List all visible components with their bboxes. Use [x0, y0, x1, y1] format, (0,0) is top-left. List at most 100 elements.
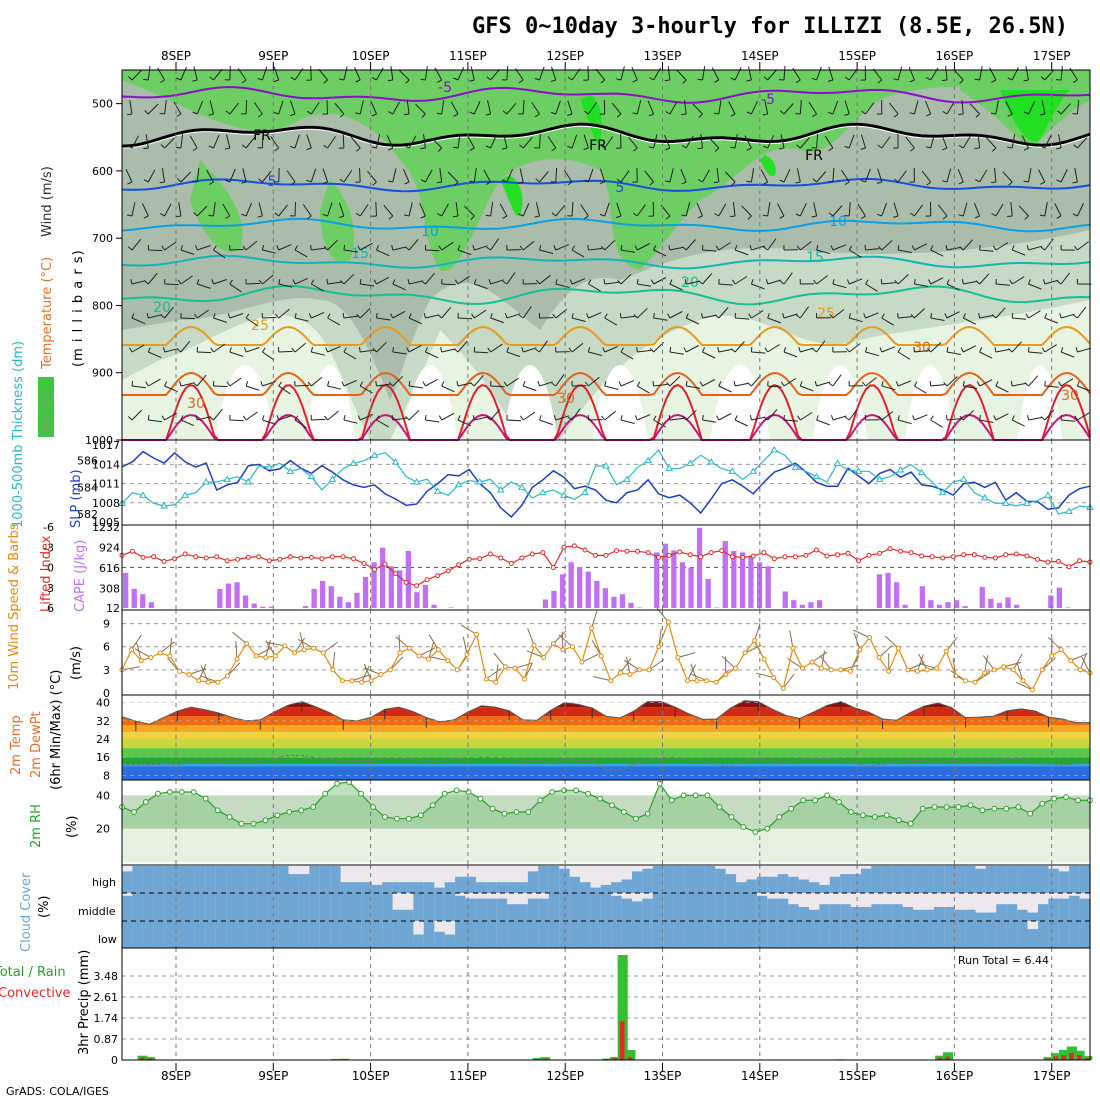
rh-marker: [262, 817, 269, 824]
wind-speed-marker: [665, 619, 671, 625]
cloud-cell-high: [475, 882, 487, 893]
upper-wind-barb: [164, 241, 177, 251]
temp-unit-label: (6hr Min/Max) (°C): [49, 670, 64, 790]
upper-wind-barb-flag: [734, 415, 738, 421]
upper-wind-barb-flag: [653, 313, 655, 319]
upper-wind-barb-flag: [327, 313, 331, 319]
upper-wind-barb-flag: [290, 145, 296, 149]
upper-wind-barb-flag: [567, 76, 573, 81]
upper-wind-barb: [897, 380, 912, 387]
upper-wind-barb-flag: [653, 245, 657, 251]
upper-wind-barb: [799, 306, 810, 319]
cape-bar: [705, 578, 711, 608]
upper-wind-barb-flag: [667, 313, 671, 319]
upper-wind-barb-flag: [453, 77, 459, 81]
cloud-cell-clear: [371, 866, 383, 893]
upper-wind-barb-flag: [1025, 313, 1029, 319]
cloud-cell-clear: [486, 866, 498, 893]
upper-wind-barb: [1011, 276, 1025, 285]
wind-speed-label: 10m Wind Speed & Barbs: [7, 523, 22, 690]
cloud-cell-middle: [1027, 912, 1039, 921]
upper-wind-barb-flag: [669, 279, 673, 285]
upper-wind-barb: [799, 99, 802, 115]
upper-wind-barb-flag: [747, 382, 752, 387]
upper-wind-barb-flag: [959, 246, 964, 251]
upper-wind-barb-flag: [748, 313, 752, 319]
wind-barb: [581, 653, 599, 663]
cloud-cell-high: [246, 866, 258, 893]
panel-border: [121, 439, 1091, 526]
cloud-cell-low: [382, 921, 394, 948]
upper-wind-barb: [1077, 347, 1092, 353]
upper-wind-barb-flag: [860, 147, 866, 150]
upper-wind-barb-flag: [356, 147, 361, 152]
upper-wind-barb: [744, 135, 752, 149]
upper-wind-barb: [946, 283, 960, 291]
date-label-bottom: 9SEP: [258, 1069, 288, 1083]
upper-wind-barb-flag: [294, 312, 297, 319]
upper-wind-barb-flag: [715, 245, 720, 251]
lifted-index-marker: [761, 550, 767, 556]
cloud-cell-middle: [174, 893, 185, 921]
upper-wind-barb-flag: [665, 215, 671, 220]
date-label-bottom: 10SEP: [352, 1069, 390, 1083]
upper-wind-barb: [963, 385, 978, 389]
rh-marker: [549, 789, 556, 795]
cape-bar: [405, 551, 411, 608]
upper-wind-barb: [343, 351, 357, 360]
rh-marker: [1039, 800, 1046, 807]
upper-wind-barb: [310, 168, 317, 183]
upper-wind-barb-flag: [539, 415, 542, 421]
upper-wind-barb: [702, 249, 717, 252]
cape-bar: [739, 552, 746, 608]
wind-barb: [235, 641, 238, 660]
wind-speed-marker: [1058, 647, 1064, 653]
upper-wind-barb-flag: [979, 347, 983, 353]
lifted-index-marker: [308, 554, 314, 560]
rh-marker: [680, 792, 687, 799]
upper-wind-barb-flag: [584, 110, 589, 115]
upper-wind-barb: [637, 414, 651, 421]
upper-wind-barb: [857, 203, 866, 217]
cloud-cell-middle: [965, 909, 977, 921]
credit-text: GrADS: COLA/IGES: [6, 1085, 109, 1098]
upper-wind-barb-flag: [1056, 179, 1062, 183]
upper-wind-barb-flag: [469, 180, 475, 183]
upper-wind-barb-flag: [943, 381, 948, 387]
cloud-cell-high: [559, 868, 571, 893]
upper-wind-barb-flag: [485, 113, 491, 116]
upper-wind-barb-flag: [257, 77, 263, 81]
upper-wind-barb: [962, 239, 974, 251]
upper-wind-barb: [245, 136, 256, 149]
upper-wind-barb-flag: [338, 78, 345, 81]
upper-wind-barb: [783, 103, 794, 115]
cloud-cell-clear: [975, 893, 987, 921]
upper-wind-barb-flag: [897, 415, 900, 421]
upper-wind-barb-flag: [501, 147, 508, 150]
upper-wind-barb-flag: [388, 147, 393, 151]
upper-wind-barb-flag: [633, 147, 638, 152]
upper-wind-barb: [571, 249, 585, 258]
wind-speed-marker: [483, 676, 489, 682]
thickness-tick-label: 584: [77, 481, 98, 494]
cloud-cell-low: [715, 921, 727, 948]
upper-wind-barb-flag: [128, 416, 133, 421]
cloud-cell-high: [184, 866, 196, 893]
upper-wind-barb-flag: [339, 113, 345, 118]
upper-wind-barb-flag: [504, 313, 508, 319]
upper-wind-barb-flag: [633, 314, 638, 319]
cloud-cell-low: [684, 921, 696, 948]
upper-wind-barb-flag: [783, 347, 787, 353]
upper-wind-barb: [897, 351, 911, 360]
upper-wind-barb: [995, 283, 1010, 286]
upper-wind-barb: [392, 310, 406, 319]
thickness-marker: [370, 451, 379, 458]
wind-barb: [690, 663, 698, 681]
cloud-cell-middle: [413, 893, 425, 921]
thickness-marker: [475, 478, 484, 485]
cloud-cell-clear: [590, 866, 602, 893]
upper-wind-barb: [979, 419, 994, 423]
date-label-bottom: 17SEP: [1033, 1069, 1071, 1083]
upper-wind-barb: [764, 100, 769, 115]
wind-barb: [121, 666, 140, 671]
